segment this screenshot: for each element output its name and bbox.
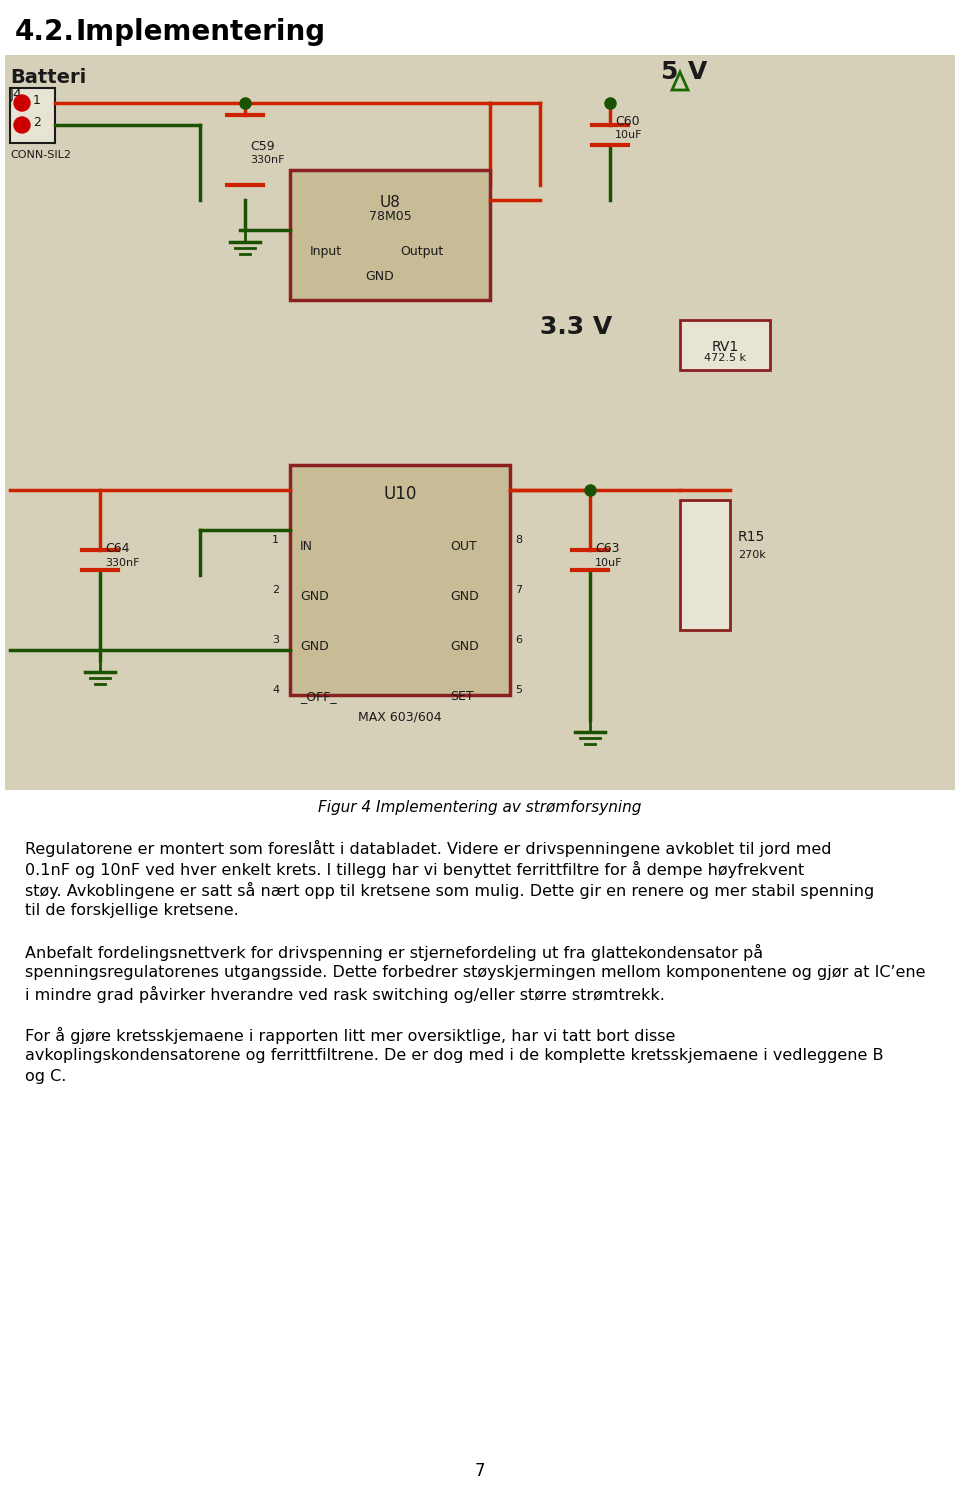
Text: OUT: OUT [450,540,477,553]
Text: 0.1nF og 10nF ved hver enkelt krets. I tillegg har vi benyttet ferrittfiltre for: 0.1nF og 10nF ved hver enkelt krets. I t… [25,860,804,879]
Text: J4: J4 [10,87,23,102]
Text: R15: R15 [738,530,765,544]
Bar [10,87,55,143]
Text: 10uF: 10uF [615,130,642,140]
Bar [290,170,490,300]
Text: C60: C60 [615,115,639,128]
Text: 8: 8 [515,535,522,546]
Text: Input: Input [310,246,342,258]
Bar [290,466,510,695]
Text: Figur 4 Implementering av strømforsyning: Figur 4 Implementering av strømforsyning [319,800,641,815]
Circle shape [14,118,30,133]
Text: IN: IN [300,540,313,553]
Text: 1: 1 [33,93,41,107]
Text: Output: Output [400,246,444,258]
Text: C64: C64 [105,543,130,555]
Text: GND: GND [300,640,328,653]
Text: 6: 6 [515,634,522,645]
Text: avkoplingskondensatorene og ferrittfiltrene. De er dog med i de komplette kretss: avkoplingskondensatorene og ferrittfiltr… [25,1047,883,1062]
Text: 330nF: 330nF [250,155,284,164]
Text: 472.5 k: 472.5 k [704,353,746,363]
Text: _OFF_: _OFF_ [300,690,337,702]
Text: For å gjøre kretsskjemaene i rapporten litt mer oversiktlige, har vi tatt bort d: For å gjøre kretsskjemaene i rapporten l… [25,1026,676,1044]
Text: 330nF: 330nF [105,558,139,568]
Text: spenningsregulatorenes utgangsside. Dette forbedrer støyskjermingen mellom kompo: spenningsregulatorenes utgangsside. Dett… [25,964,925,980]
Text: Regulatorene er montert som foreslått i databladet. Videre er drivspenningene av: Regulatorene er montert som foreslått i … [25,839,831,857]
Text: 7: 7 [515,585,522,595]
Text: 2: 2 [272,585,279,595]
Text: U8: U8 [379,194,400,209]
Bar [680,319,770,371]
Text: 4: 4 [272,686,279,695]
Bar [680,500,730,630]
Text: GND: GND [300,591,328,603]
Text: til de forskjellige kretsene.: til de forskjellige kretsene. [25,903,239,918]
Text: GND: GND [450,591,479,603]
Text: GND: GND [366,270,395,283]
Text: SET: SET [450,690,473,702]
Text: Anbefalt fordelingsnettverk for drivspenning er stjernefordeling ut fra glatteko: Anbefalt fordelingsnettverk for drivspen… [25,943,763,961]
Text: 10uF: 10uF [595,558,622,568]
Text: V: V [688,60,708,84]
Text: 2: 2 [33,116,41,128]
Text: MAX 603/604: MAX 603/604 [358,710,442,723]
Text: 1: 1 [272,535,279,546]
Text: støy. Avkoblingene er satt så nært opp til kretsene som mulig. Dette gir en rene: støy. Avkoblingene er satt så nært opp t… [25,882,875,900]
Text: C59: C59 [250,140,275,154]
Text: Implementering: Implementering [75,18,325,47]
Text: Batteri: Batteri [10,68,86,87]
Text: og C.: og C. [25,1068,66,1084]
Text: 78M05: 78M05 [369,209,412,223]
Text: 5: 5 [515,686,522,695]
Text: 7: 7 [475,1462,485,1480]
Text: i mindre grad påvirker hverandre ved rask switching og/eller større strømtrekk.: i mindre grad påvirker hverandre ved ras… [25,986,665,1004]
Text: 5: 5 [660,60,678,84]
Text: U10: U10 [383,485,417,503]
Text: 3.3 V: 3.3 V [540,315,612,339]
Text: 3: 3 [272,634,279,645]
Circle shape [14,95,30,112]
Text: 270k: 270k [738,550,766,561]
Text: C63: C63 [595,543,619,555]
Bar [5,54,955,790]
Text: CONN-SIL2: CONN-SIL2 [10,151,71,160]
Text: RV1: RV1 [711,341,738,354]
Text: 4.2.: 4.2. [15,18,75,47]
Text: GND: GND [450,640,479,653]
